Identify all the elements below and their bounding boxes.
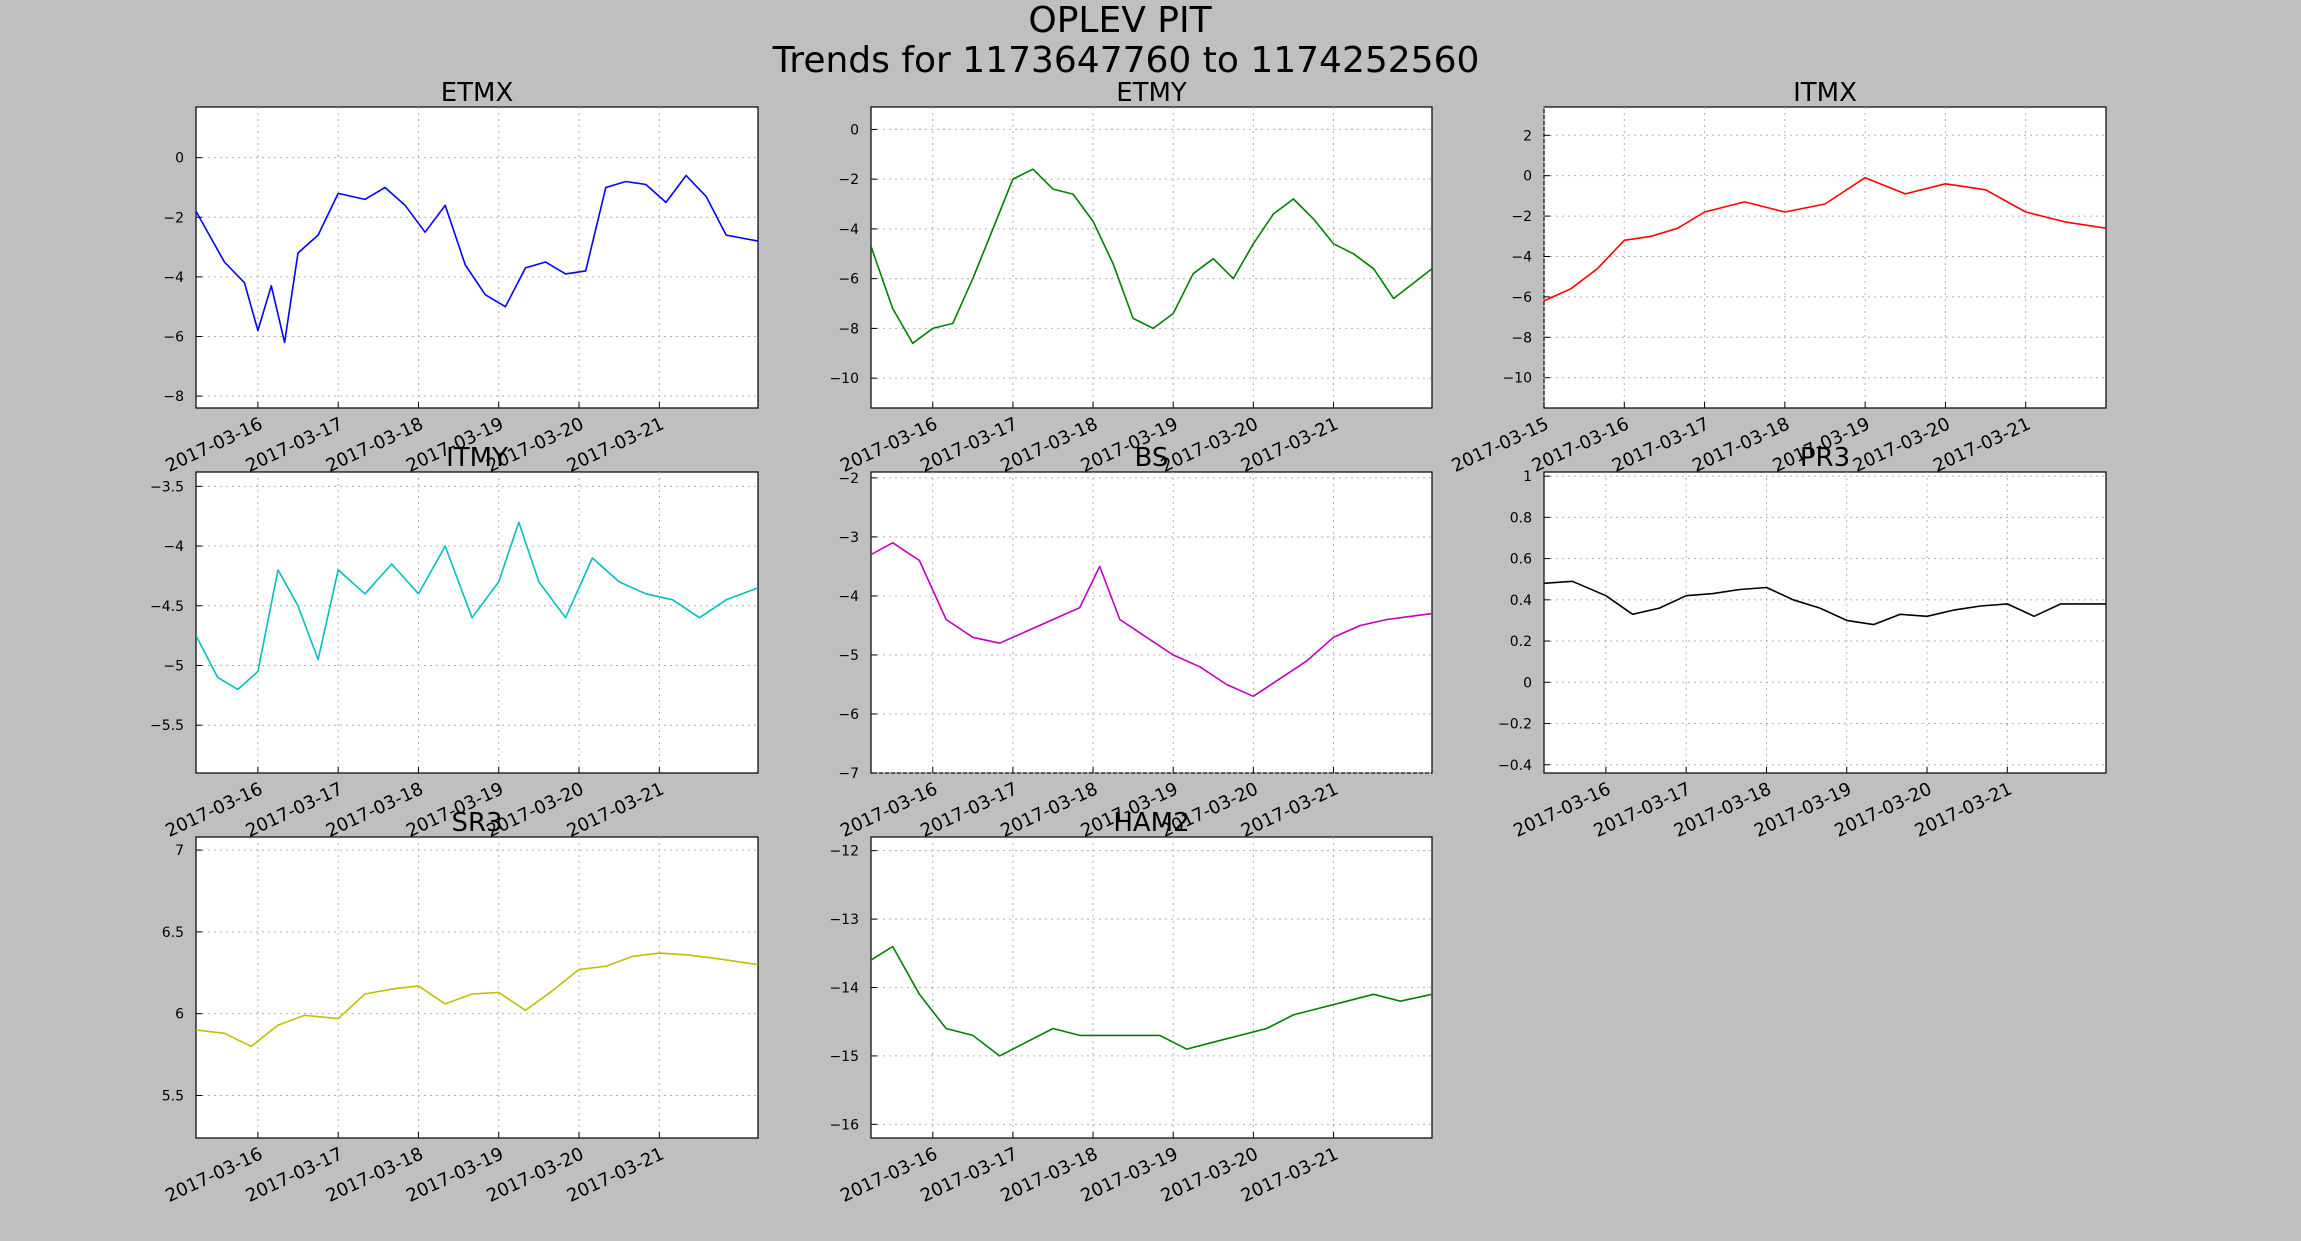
- y-tick-label: −4.5: [150, 599, 184, 615]
- series-line-pr3: [1544, 580, 2106, 626]
- panel-itmy: −3.5−4−4.5−5−5.52017-03-162017-03-172017…: [150, 443, 759, 842]
- plot-area: [870, 471, 1433, 774]
- y-tick-label: 0.2: [1510, 634, 1532, 650]
- y-tick-label: −6: [1511, 290, 1532, 306]
- panel-sr3: 76.565.52017-03-162017-03-172017-03-1820…: [162, 808, 759, 1207]
- y-tick-label: −6: [838, 707, 859, 723]
- y-tick-label: 0.6: [1510, 552, 1532, 568]
- y-tick-label: −15: [829, 1049, 859, 1065]
- y-tick-label: 0: [1523, 675, 1532, 691]
- series-line-etmx: [196, 174, 758, 344]
- panel-pr3: 10.80.60.40.20−0.2−0.42017-03-162017-03-…: [1498, 443, 2107, 842]
- y-tick-label: −4: [838, 222, 859, 238]
- y-tick-label: 0: [1523, 169, 1532, 185]
- series-line-ham2: [871, 945, 1432, 1057]
- panel-title: ITMX: [1793, 78, 1857, 108]
- y-tick-label: 7: [175, 843, 184, 859]
- panel-ham2: −12−13−14−15−162017-03-162017-03-172017-…: [829, 808, 1433, 1207]
- panel-itmx: 20−2−4−6−8−102017-03-152017-03-162017-03…: [1448, 78, 2107, 477]
- panel-title: BS: [1135, 443, 1169, 473]
- y-tick-label: −0.2: [1498, 717, 1532, 733]
- panel-title: PR3: [1800, 443, 1850, 473]
- y-tick-label: −3.5: [150, 479, 184, 495]
- y-tick-label: −10: [829, 371, 859, 387]
- series-line-bs: [871, 541, 1432, 698]
- y-tick-label: 0.8: [1510, 510, 1532, 526]
- figure-subtitle: Trends for 1173647760 to 1174252560: [772, 40, 1480, 81]
- panel-title: ETMX: [441, 78, 514, 108]
- series-line-etmy: [871, 168, 1432, 345]
- y-tick-label: 1: [1523, 469, 1532, 485]
- y-tick-label: −2: [838, 471, 859, 487]
- y-tick-label: −6: [163, 329, 184, 345]
- y-tick-label: −2: [163, 210, 184, 226]
- y-tick-label: 6: [175, 1007, 184, 1023]
- y-tick-label: −5: [163, 659, 184, 675]
- plot-area: [195, 471, 759, 774]
- y-tick-label: −3: [838, 530, 859, 546]
- y-tick-label: 0: [850, 122, 859, 138]
- plot-area: [195, 106, 759, 409]
- plot-area: [870, 836, 1433, 1139]
- y-tick-label: −4: [163, 270, 184, 286]
- plot-area: [1543, 471, 2107, 774]
- y-tick-label: 5.5: [162, 1088, 184, 1104]
- figure-title: OPLEV PIT: [1028, 0, 1212, 41]
- panel-etmy: 0−2−4−6−8−102017-03-162017-03-172017-03-…: [829, 78, 1433, 477]
- panel-bs: −2−3−4−5−6−72017-03-162017-03-172017-03-…: [837, 443, 1433, 842]
- y-tick-label: −16: [829, 1117, 859, 1133]
- y-tick-label: 2: [1523, 128, 1532, 144]
- panels-group: 0−2−4−6−82017-03-162017-03-172017-03-182…: [150, 78, 2107, 1207]
- y-tick-label: −8: [838, 321, 859, 337]
- y-tick-label: −14: [829, 981, 859, 997]
- plot-area: [870, 106, 1433, 409]
- y-tick-label: −13: [829, 912, 859, 928]
- plot-area: [195, 836, 759, 1139]
- panel-title: HAM2: [1113, 808, 1189, 838]
- panel-title: ITMY: [446, 443, 508, 473]
- panel-etmx: 0−2−4−6−82017-03-162017-03-172017-03-182…: [162, 78, 759, 477]
- y-tick-label: −8: [1511, 330, 1532, 346]
- series-line-sr3: [196, 952, 758, 1048]
- y-tick-label: −5.5: [150, 718, 184, 734]
- y-tick-label: −2: [1511, 209, 1532, 225]
- y-tick-label: −7: [838, 766, 859, 782]
- plot-area: [1543, 106, 2107, 409]
- y-tick-label: −6: [838, 272, 859, 288]
- y-tick-label: −2: [838, 172, 859, 188]
- y-tick-label: 0.4: [1510, 593, 1532, 609]
- y-tick-label: −0.4: [1498, 758, 1532, 774]
- y-tick-label: 6.5: [162, 925, 184, 941]
- y-tick-label: −12: [829, 844, 859, 860]
- y-tick-label: 0: [175, 151, 184, 167]
- series-line-itmx: [1544, 176, 2106, 302]
- y-tick-label: −5: [838, 648, 859, 664]
- panel-title: ETMY: [1116, 78, 1187, 108]
- y-tick-label: −4: [838, 589, 859, 605]
- y-tick-label: −8: [163, 389, 184, 405]
- y-tick-label: −10: [1502, 371, 1532, 387]
- series-line-itmy: [196, 521, 758, 691]
- y-tick-label: −4: [1511, 249, 1532, 265]
- panel-title: SR3: [451, 808, 502, 838]
- y-tick-label: −4: [163, 539, 184, 555]
